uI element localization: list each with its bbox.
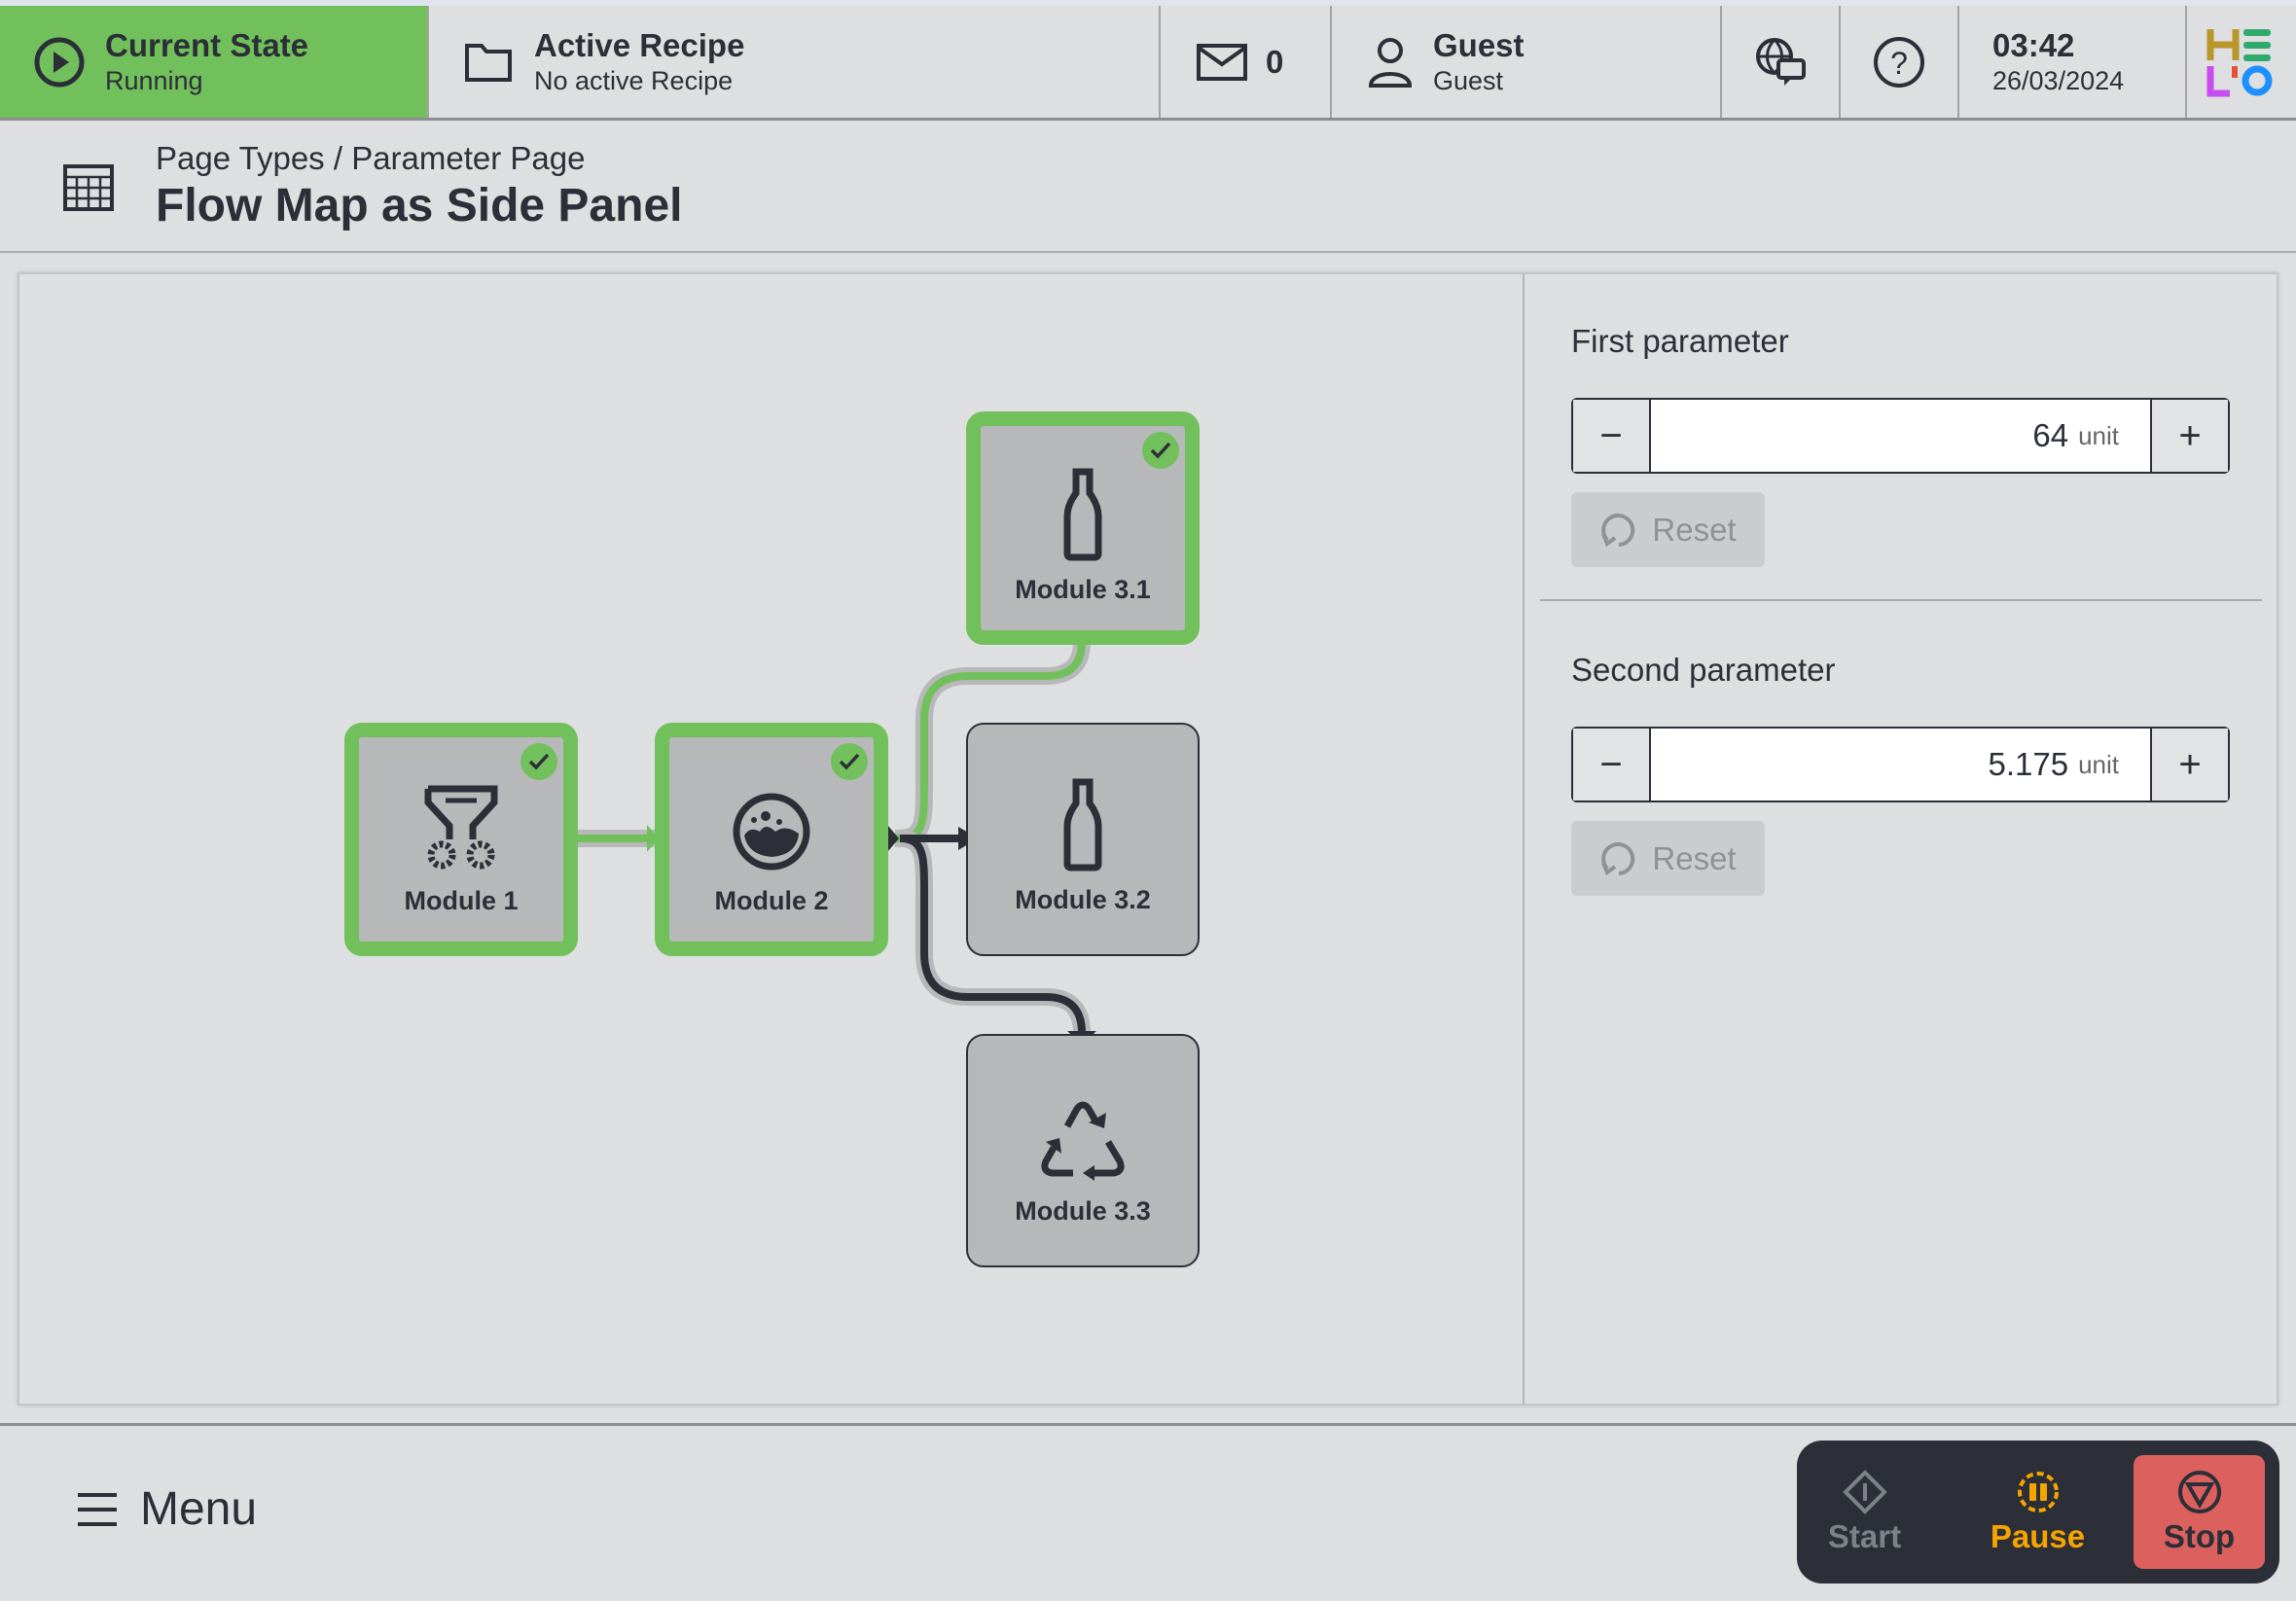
date: 26/03/2024 xyxy=(1992,65,2125,95)
second-reset-button[interactable]: Reset xyxy=(1571,821,1765,896)
stop-label: Stop xyxy=(2163,1517,2236,1554)
message-count: 0 xyxy=(1266,43,1284,80)
mail-icon xyxy=(1197,43,1247,81)
bottle-icon xyxy=(1063,778,1102,872)
user-icon xyxy=(1368,37,1413,88)
current-state[interactable]: Current State Running xyxy=(0,6,429,118)
first-reset-button[interactable]: Reset xyxy=(1571,492,1765,567)
module-label: Module 3.1 xyxy=(1015,575,1151,604)
state-title: Current State xyxy=(105,26,309,63)
module-label: Module 3.3 xyxy=(1015,1196,1151,1226)
menu-button[interactable]: Menu xyxy=(76,1482,257,1536)
top-strip xyxy=(0,0,2296,6)
pause-button[interactable]: Pause xyxy=(1972,1455,2103,1569)
module-3-2[interactable]: Module 3.2 xyxy=(966,723,1200,956)
play-circle-icon xyxy=(34,37,85,87)
module-label: Module 2 xyxy=(714,886,829,915)
module-label: Module 1 xyxy=(404,886,519,915)
module-3-1[interactable]: Module 3.1 xyxy=(966,411,1200,645)
recycle-icon xyxy=(1041,1101,1125,1181)
svg-text:?: ? xyxy=(1890,46,1908,81)
parameter-separator xyxy=(1540,599,2262,601)
reset-icon xyxy=(1601,841,1635,875)
reset-label: Reset xyxy=(1652,511,1737,548)
start-icon xyxy=(1842,1469,1887,1514)
decrement-button[interactable]: − xyxy=(1573,400,1649,472)
stop-button[interactable]: Stop xyxy=(2134,1455,2265,1569)
page-title: Flow Map as Side Panel xyxy=(156,180,683,231)
start-label: Start xyxy=(1827,1517,1902,1554)
messages-button[interactable]: 0 xyxy=(1161,6,1332,118)
check-icon xyxy=(520,743,557,780)
menu-label: Menu xyxy=(140,1483,258,1535)
state-value: Running xyxy=(105,65,203,95)
user-role: Guest xyxy=(1433,65,1504,95)
module-2[interactable]: Module 2 xyxy=(655,723,888,956)
reset-icon xyxy=(1601,513,1635,547)
pause-label: Pause xyxy=(1990,1517,2086,1554)
check-icon xyxy=(1142,432,1179,469)
bottle-icon xyxy=(1063,468,1102,561)
pause-icon xyxy=(2017,1471,2059,1512)
funnel-gears-icon xyxy=(424,785,498,870)
globe-chat-icon xyxy=(1756,37,1806,86)
reset-label: Reset xyxy=(1652,839,1737,876)
time: 03:42 xyxy=(1992,26,2075,63)
start-button[interactable]: Start xyxy=(1799,1455,1930,1569)
mixer-icon xyxy=(733,793,810,871)
user-button[interactable]: Guest Guest xyxy=(1332,6,1722,118)
increment-button[interactable]: + xyxy=(2152,729,2228,800)
increment-button[interactable]: + xyxy=(2152,400,2228,472)
hamburger-icon xyxy=(78,1492,117,1526)
second-parameter-stepper: − 5.175 unit + xyxy=(1571,727,2230,802)
module-3-3[interactable]: Module 3.3 xyxy=(966,1034,1200,1267)
unit: unit xyxy=(2078,749,2119,779)
helio-logo-icon xyxy=(2206,28,2273,96)
help-icon: ? xyxy=(1874,36,1924,88)
folder-icon xyxy=(465,43,512,82)
check-icon xyxy=(831,743,868,780)
second-parameter-input[interactable]: 5.175 unit xyxy=(1649,729,2152,800)
stop-icon xyxy=(2177,1470,2221,1513)
decrement-button[interactable]: − xyxy=(1573,729,1649,800)
language-button[interactable] xyxy=(1722,6,1841,118)
panel-divider xyxy=(1523,274,1525,1404)
first-parameter-stepper: − 64 unit + xyxy=(1571,398,2230,474)
recipe-title: Active Recipe xyxy=(534,26,745,63)
value: 64 xyxy=(2032,417,2069,453)
top-bar: Current State Running Active Recipe No act… xyxy=(0,6,2296,121)
bottom-bar xyxy=(0,1423,2296,1601)
recipe-value: No active Recipe xyxy=(534,65,734,95)
breadcrumb[interactable]: Page Types / Parameter Page xyxy=(156,140,586,176)
unit: unit xyxy=(2078,420,2119,450)
user-name: Guest xyxy=(1433,26,1525,63)
first-parameter-label: First parameter xyxy=(1571,323,1789,359)
machine-controls: Start Pause Stop xyxy=(1797,1441,2279,1583)
value: 5.175 xyxy=(1988,746,2069,782)
logo xyxy=(2187,6,2296,118)
module-label: Module 3.2 xyxy=(1015,885,1151,914)
second-parameter-label: Second parameter xyxy=(1571,652,1836,688)
help-button[interactable]: ? xyxy=(1841,6,1959,118)
active-recipe[interactable]: Active Recipe No active Recipe xyxy=(429,6,1161,118)
first-parameter-input[interactable]: 64 unit xyxy=(1649,400,2152,472)
page-header: Page Types / Parameter Page Flow Map as … xyxy=(0,123,2296,253)
table-page-icon xyxy=(63,164,114,211)
clock: 03:42 26/03/2024 xyxy=(1959,6,2187,118)
module-1[interactable]: Module 1 xyxy=(344,723,578,956)
